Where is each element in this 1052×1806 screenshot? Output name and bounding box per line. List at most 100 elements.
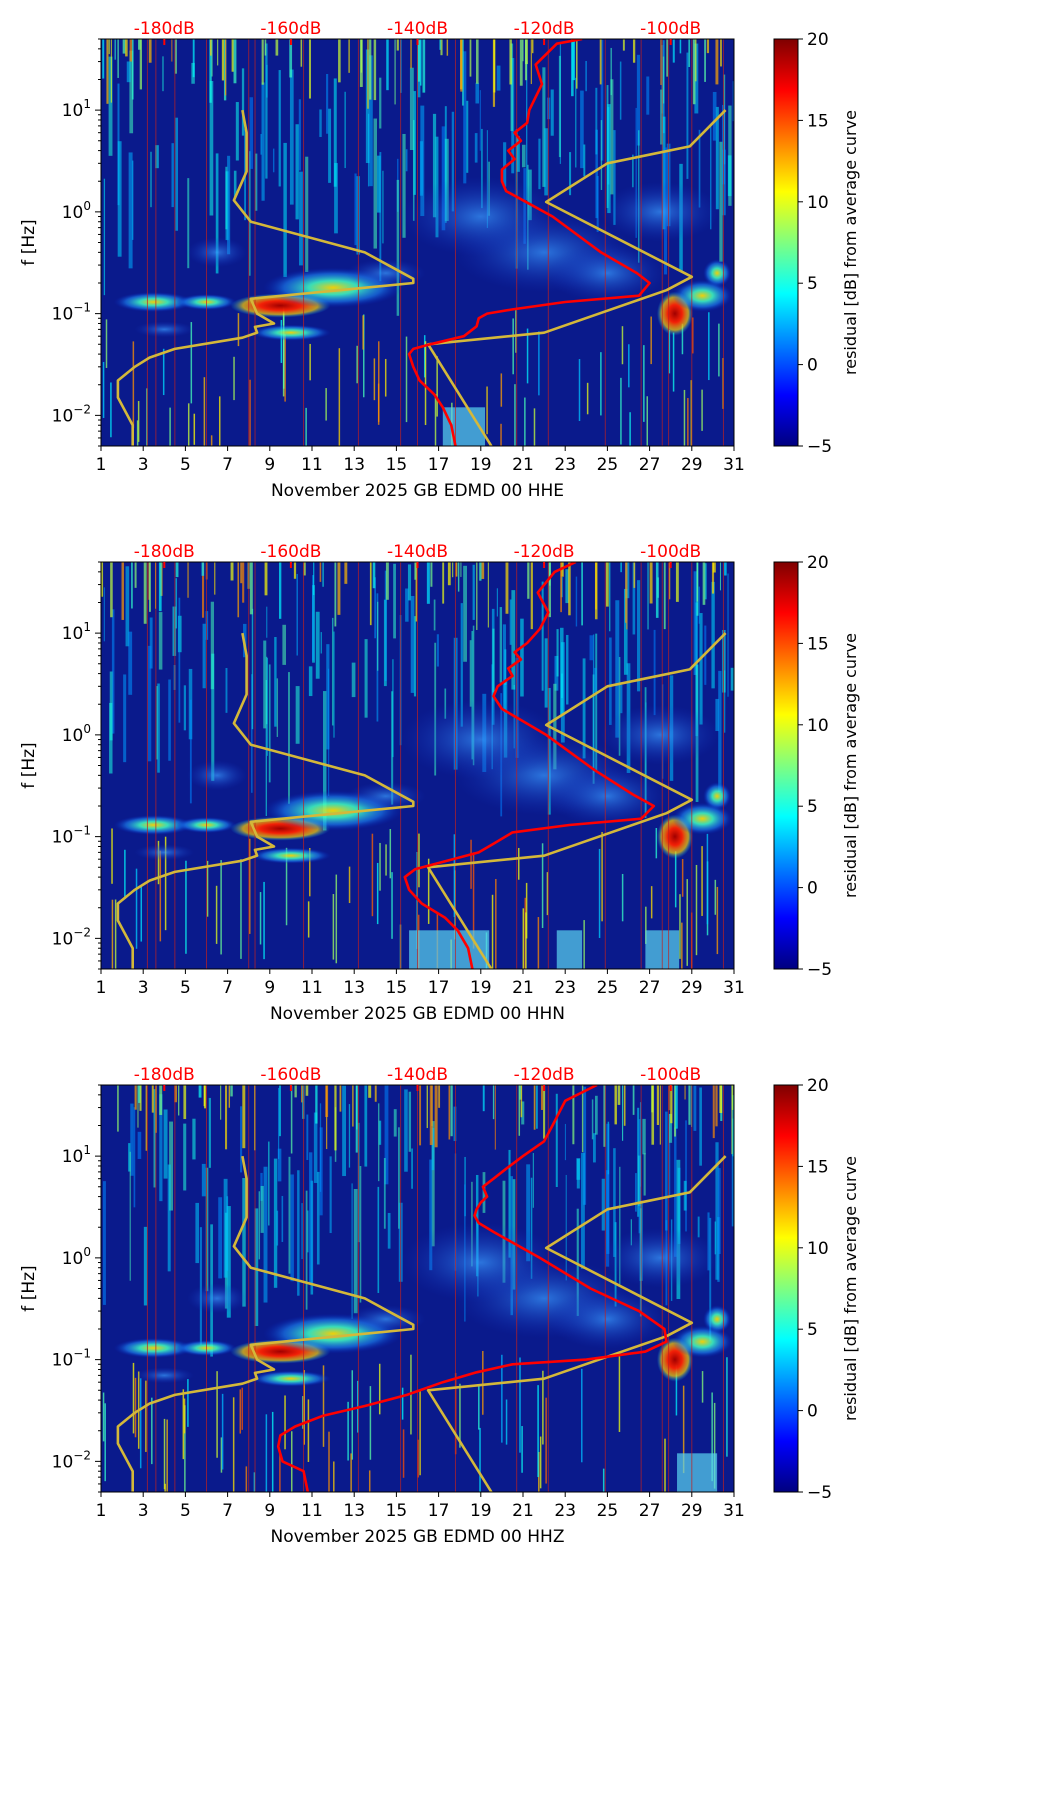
db-axis-label: -120dB bbox=[514, 542, 575, 562]
noise-streak bbox=[503, 142, 507, 187]
lf-streak bbox=[206, 860, 209, 917]
noise-streak bbox=[560, 627, 564, 715]
noise-streak bbox=[591, 1099, 594, 1140]
hf-streak bbox=[125, 39, 128, 57]
noise-streak bbox=[295, 124, 299, 220]
lf-streak bbox=[402, 1429, 405, 1478]
hf-streak bbox=[533, 1085, 536, 1130]
lf-streak bbox=[602, 1468, 605, 1492]
noise-streak bbox=[183, 1123, 187, 1191]
x-tick-label: 19 bbox=[470, 978, 492, 998]
hf-streak bbox=[440, 39, 443, 56]
noise-streak bbox=[600, 39, 604, 161]
noise-streak bbox=[383, 1158, 386, 1229]
hf-streak bbox=[720, 39, 722, 67]
hf-streak bbox=[415, 562, 418, 622]
noise-streak bbox=[411, 1148, 413, 1189]
lf-streak bbox=[187, 1379, 189, 1427]
noise-streak bbox=[638, 1119, 641, 1234]
energy-blob bbox=[113, 815, 194, 836]
noise-streak bbox=[226, 1196, 229, 1271]
noise-streak bbox=[129, 50, 134, 134]
y-tick-label: 101 bbox=[62, 1143, 91, 1167]
noise-streak bbox=[309, 1152, 313, 1285]
noise-streak bbox=[192, 1118, 196, 1160]
hf-streak bbox=[417, 39, 421, 82]
noise-streak bbox=[544, 128, 549, 196]
noise-streak bbox=[732, 81, 734, 122]
noise-streak bbox=[274, 637, 277, 727]
hf-streak bbox=[117, 39, 119, 78]
hf-streak bbox=[715, 39, 719, 85]
noise-streak bbox=[208, 1097, 211, 1168]
colorbar-tick-label: 10 bbox=[807, 1239, 829, 1259]
lf-streak bbox=[675, 1364, 678, 1416]
lf-streak bbox=[521, 1426, 523, 1473]
noise-streak bbox=[710, 123, 712, 230]
noise-streak bbox=[496, 65, 501, 91]
noise-streak bbox=[278, 70, 281, 187]
lf-streak bbox=[650, 316, 652, 365]
hf-streak bbox=[620, 562, 622, 573]
noise-streak bbox=[312, 575, 315, 661]
hf-streak bbox=[669, 562, 671, 600]
noise-streak bbox=[223, 1178, 228, 1278]
hf-streak bbox=[679, 39, 682, 54]
noise-streak bbox=[431, 1127, 435, 1171]
noise-streak bbox=[662, 116, 666, 230]
hf-streak bbox=[171, 39, 173, 62]
lf-streak bbox=[478, 1384, 480, 1430]
lf-streak bbox=[134, 1377, 137, 1438]
noise-streak bbox=[509, 599, 512, 645]
lf-streak bbox=[681, 859, 684, 897]
lf-streak bbox=[132, 1362, 135, 1434]
lf-streak bbox=[546, 872, 549, 916]
noise-streak bbox=[195, 1202, 199, 1264]
energy-blob bbox=[345, 1305, 426, 1334]
noise-streak bbox=[149, 617, 153, 669]
hf-streak bbox=[675, 562, 679, 602]
noise-streak bbox=[600, 120, 603, 190]
lf-streak bbox=[124, 849, 126, 900]
lf-streak bbox=[518, 847, 520, 880]
hf-streak bbox=[102, 39, 105, 79]
noise-streak bbox=[384, 1085, 389, 1185]
noise-streak bbox=[520, 618, 524, 697]
noise-streak bbox=[521, 144, 526, 168]
hf-streak bbox=[493, 39, 496, 93]
hf-streak bbox=[106, 39, 109, 104]
lf-streak bbox=[164, 836, 167, 931]
hf-streak bbox=[660, 39, 662, 85]
lf-streak bbox=[470, 839, 472, 889]
noise-streak bbox=[727, 573, 729, 697]
energy-blob bbox=[113, 292, 194, 313]
lf-streak bbox=[139, 1378, 142, 1469]
hf-streak bbox=[131, 562, 133, 609]
energy-blob bbox=[600, 181, 721, 242]
lf-streak bbox=[240, 859, 242, 959]
hf-streak bbox=[655, 562, 659, 618]
noise-streak bbox=[585, 60, 587, 92]
noise-streak bbox=[698, 586, 700, 624]
noise-streak bbox=[642, 1118, 646, 1155]
lf-streak bbox=[104, 1403, 106, 1482]
noise-streak bbox=[668, 1113, 673, 1143]
hf-streak bbox=[322, 562, 324, 587]
energy-blob bbox=[400, 176, 561, 257]
hf-streak bbox=[110, 562, 113, 618]
noise-streak bbox=[592, 634, 595, 773]
hf-streak bbox=[264, 562, 268, 596]
lf-streak bbox=[505, 1399, 508, 1445]
noise-streak bbox=[290, 1174, 294, 1282]
hf-streak bbox=[339, 1085, 342, 1112]
lf-streak bbox=[348, 866, 351, 904]
energy-blob bbox=[672, 802, 733, 835]
db-axis-label: -180dB bbox=[134, 542, 195, 562]
hf-streak bbox=[543, 1085, 546, 1139]
noise-streak bbox=[683, 1180, 687, 1211]
lf-streak bbox=[453, 834, 456, 917]
noise-streak bbox=[305, 1190, 308, 1310]
hf-streak bbox=[442, 562, 445, 604]
colorbar-title: residual [dB] from average curve bbox=[841, 110, 860, 375]
lf-block bbox=[556, 930, 583, 969]
